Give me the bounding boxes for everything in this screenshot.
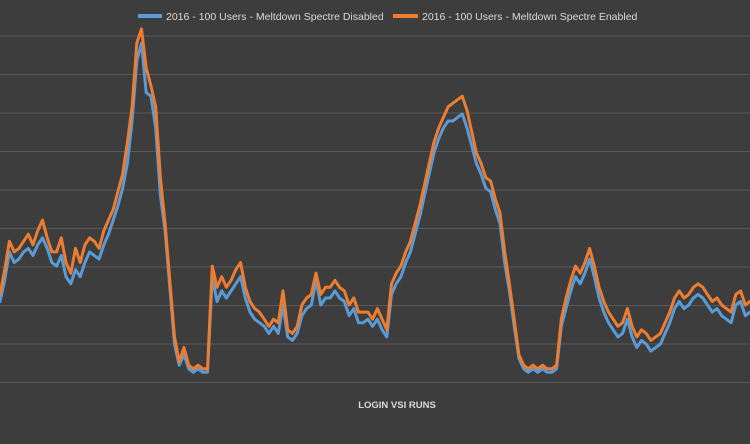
series-lines xyxy=(0,27,750,374)
legend-item-enabled: 2016 - 100 Users - Meltdown Spectre Enab… xyxy=(393,11,638,23)
legend-label-disabled: 2016 - 100 Users - Meltdown Spectre Disa… xyxy=(166,11,384,23)
series-line-meltdown-spectre-disabled xyxy=(0,41,750,374)
legend: 2016 - 100 Users - Meltdown Spectre Disa… xyxy=(138,11,638,23)
series-line-meltdown-spectre-enabled xyxy=(0,27,750,371)
legend-label-enabled: 2016 - 100 Users - Meltdown Spectre Enab… xyxy=(422,11,638,23)
legend-item-disabled: 2016 - 100 Users - Meltdown Spectre Disa… xyxy=(138,11,384,23)
x-axis-title: LOGIN VSI RUNS xyxy=(358,400,436,411)
